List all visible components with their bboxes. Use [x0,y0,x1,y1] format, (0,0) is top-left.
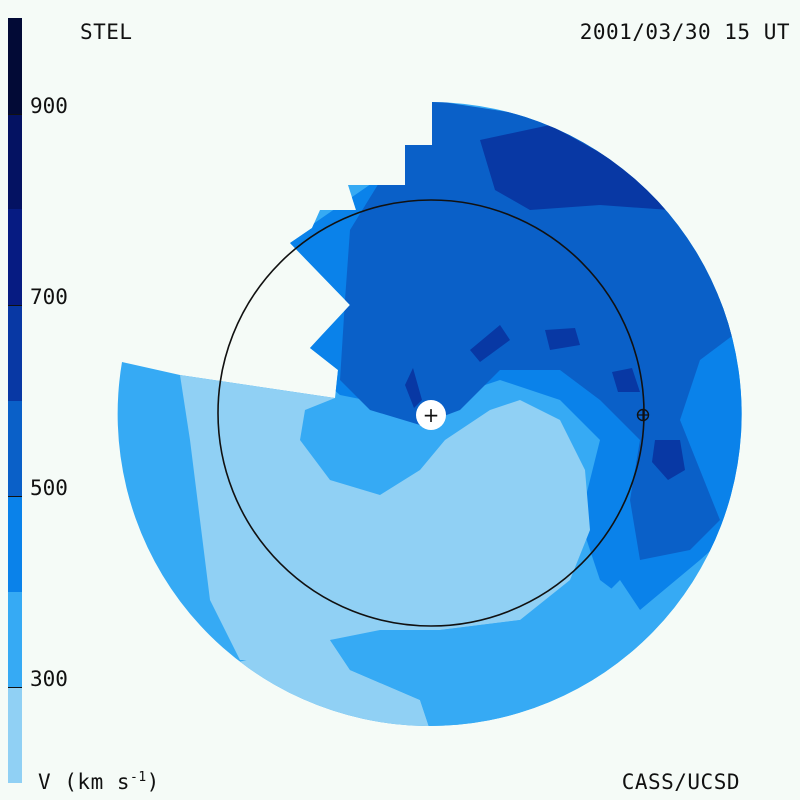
colorbar-tick-mark [8,304,22,306]
colorbar-level-800 [8,113,22,210]
instrument-label: STEL [80,20,133,44]
velocity-unit-label: V (km s-1) [38,770,160,794]
level-700-800-b [652,440,685,480]
colorbar [8,18,22,783]
colorbar-level-200 [8,687,22,783]
colorbar-level-600 [8,304,22,401]
institution-label: CASS/UCSD [621,770,740,794]
timestamp-label: 2001/03/30 15 UT [579,20,790,44]
level-700-800-f [405,368,422,408]
colorbar-tick-label: 700 [30,284,68,309]
colorbar-tick-mark [8,687,22,689]
level-700-800-a [480,125,670,210]
sun-marker [416,400,446,430]
level-700-800-e [612,368,640,392]
colorbar-tick-label: 500 [30,476,68,501]
level-700-800-c [470,325,510,362]
colorbar-level-300 [8,591,22,688]
sun-symbol: + [423,403,440,427]
colorbar-level-700 [8,209,22,305]
earth-orbit-circle [217,199,645,627]
level-700-800-d [545,328,580,350]
colorbar-tick-mark [8,496,22,498]
level-300-400 [117,375,590,726]
colorbar-tick-label: 300 [30,667,68,692]
colorbar-level-500 [8,400,22,497]
colorbar-level-400 [8,496,22,592]
colorbar-tick-label: 900 [30,93,68,118]
colorbar-level-900 [8,18,22,114]
colorbar-tick-mark [8,113,22,115]
level-600-700 [340,102,740,560]
